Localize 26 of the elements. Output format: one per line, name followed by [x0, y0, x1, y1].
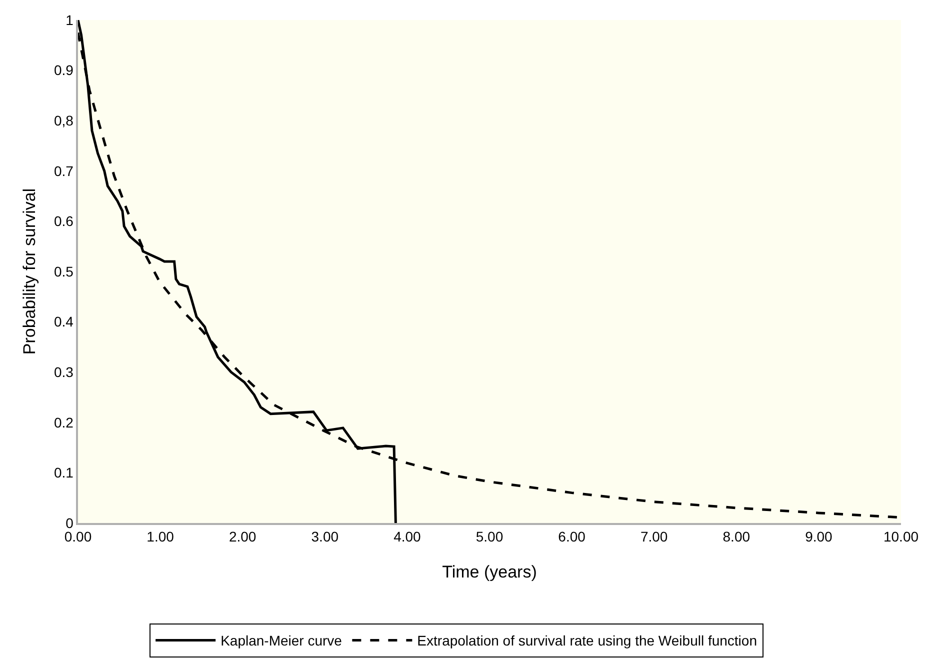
x-axis-title: Time (years) [442, 562, 537, 582]
x-tick-label: 4.00 [394, 528, 422, 545]
x-tick-label: 10.00 [883, 528, 919, 545]
legend-label: Kaplan-Meier curve [220, 632, 342, 649]
x-tick-label: 9.00 [805, 528, 833, 545]
x-tick-label: 8.00 [722, 528, 750, 545]
y-tick-label: 0.5 [54, 263, 74, 280]
x-tick-label: 2.00 [228, 528, 256, 545]
y-axis-title: Probability for survival [20, 188, 40, 355]
x-tick-label: 6.00 [558, 528, 586, 545]
x-tick-label: 5.00 [476, 528, 504, 545]
y-tick-label: 0.1 [54, 464, 74, 481]
y-tick-label: 1 [66, 12, 74, 28]
y-tick-label: 0.2 [54, 414, 74, 430]
y-tick-label: 0.9 [54, 62, 74, 78]
x-tick-label: 1.00 [146, 528, 174, 545]
x-tick-label: 0.00 [64, 528, 92, 545]
y-tick-label: 0.6 [54, 213, 74, 230]
legend-label: Extrapolation of survival rate using the Weibull function [417, 632, 758, 649]
x-tick-label: 7.00 [640, 528, 668, 545]
y-tick-label: 0 [66, 514, 74, 531]
y-tick-label: 0.7 [54, 162, 74, 179]
y-tick-label: 0.3 [54, 364, 74, 380]
y-tick-label: 0.4 [54, 314, 74, 330]
x-tick-label: 3.00 [311, 528, 339, 545]
y-tick-label: 0,8 [54, 112, 74, 128]
